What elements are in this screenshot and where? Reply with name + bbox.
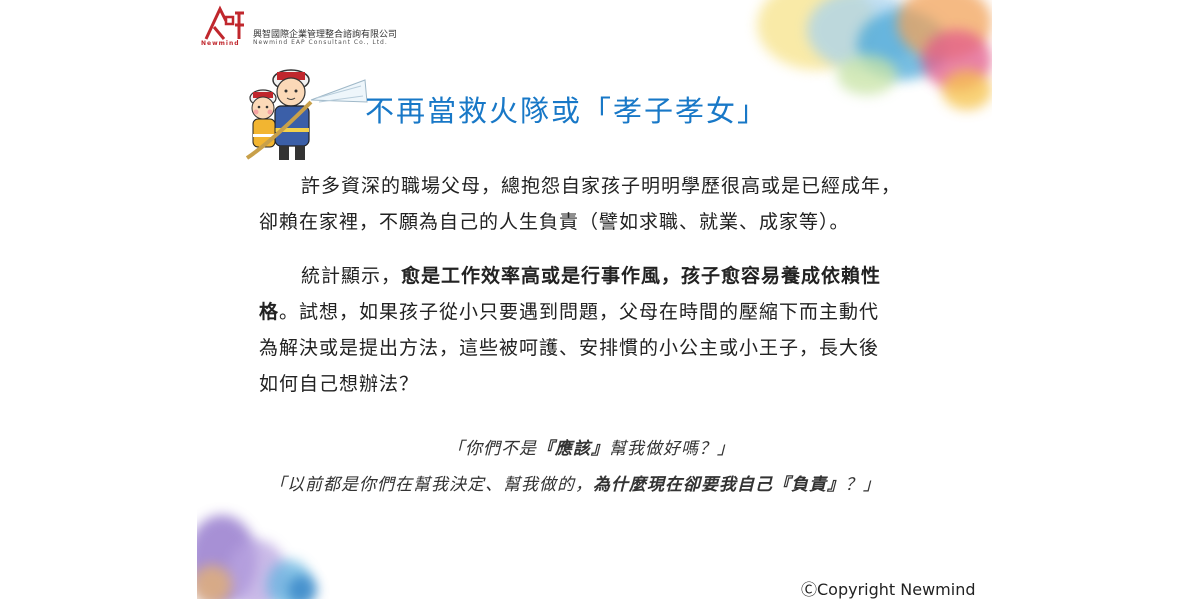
page-title: 不再當救火隊或「孝子孝女」	[365, 94, 769, 128]
paragraph-2-line-2-plain: 。試想，如果孩子從小只要遇到問題，父母在時間的壓縮下而主動代	[279, 301, 880, 323]
company-name-zh: 興智國際企業管理整合諮詢有限公司	[253, 30, 398, 40]
firefighter-mascot-icon	[245, 69, 368, 160]
copyright-text: ⒸCopyright Newmind	[801, 580, 976, 599]
quote-2-bold-2: 『負責』	[773, 475, 845, 495]
quote-2-bold-1: 為什麼現在卻要我自己	[593, 475, 773, 495]
paragraph-1-line-2: 卻賴在家裡，不願為自己的人生負責（譬如求職、就業、成家等）。	[259, 211, 850, 233]
paragraph-1: 許多資深的職場父母，總抱怨自家孩子明明學歷很高或是已經成年， 卻賴在家裡，不願為…	[259, 168, 979, 240]
quote-1: 「你們不是『應該』幫我做好嗎？」	[447, 434, 735, 459]
quote-2: 「以前都是你們在幫我決定、幫我做的，為什麼現在卻要我自己『負責』？」	[269, 470, 881, 495]
paragraph-2-line-2: 格。試想，如果孩子從小只要遇到問題，父母在時間的壓縮下而主動代	[259, 294, 979, 330]
quote-2-part-2: ？」	[845, 475, 881, 495]
paragraph-2-line-1: 統計顯示，愈是工作效率高或是行事作風，孩子愈容易養成依賴性	[259, 258, 979, 294]
slide: Newmind 興智國際企業管理整合諮詢有限公司 Newmind EAP Con…	[197, 0, 992, 599]
paragraph-2-line-1-bold: 愈是工作效率高或是行事作風，孩子愈容易養成依賴性	[401, 265, 882, 287]
paragraph-1-line-1: 許多資深的職場父母，總抱怨自家孩子明明學歷很高或是已經成年，	[301, 175, 902, 197]
logo-text: Newmind	[201, 40, 240, 47]
quote-2-part-1: 「以前都是你們在幫我決定、幫我做的，	[269, 475, 593, 495]
quote-1-part-2: 幫我做好嗎？」	[609, 439, 735, 459]
quote-1-bold: 『應該』	[537, 439, 609, 459]
paragraph-2: 統計顯示，愈是工作效率高或是行事作風，孩子愈容易養成依賴性 格。試想，如果孩子從…	[259, 258, 979, 402]
paragraph-2-line-4: 如何自己想辦法？	[259, 373, 420, 395]
company-name-en: Newmind EAP Consultant Co., Ltd.	[253, 39, 388, 46]
paragraph-2-line-1-plain: 統計顯示，	[301, 265, 402, 287]
newmind-logo-icon	[204, 5, 244, 40]
paragraph-2-line-3: 為解決或是提出方法，這些被呵護、安排慣的小公主或小王子，長大後	[259, 337, 880, 359]
paragraph-2-line-2-bold: 格	[259, 301, 280, 323]
quote-1-part-1: 「你們不是	[447, 439, 537, 459]
